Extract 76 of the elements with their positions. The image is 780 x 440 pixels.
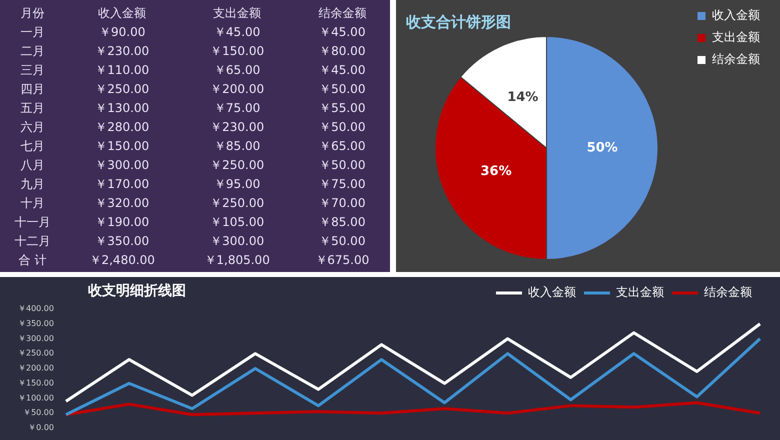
data-label: ￥70.00 [318, 195, 366, 212]
data-label: ￥75.00 [212, 100, 262, 117]
data-label: ￥230.00 [209, 119, 266, 136]
data-label: ￥75.00 [318, 176, 366, 193]
y-tick-label: ￥400.00 [18, 304, 54, 314]
category-label: 十一月 [13, 214, 52, 231]
data-label: ￥170.00 [94, 176, 150, 193]
data-label: ￥675.00 [314, 252, 370, 269]
data-label: ￥150.00 [209, 43, 266, 60]
category-label: 七月 [19, 138, 46, 155]
data-label: ￥300.00 [209, 233, 266, 250]
data-label: ￥230.00 [94, 43, 150, 60]
data-label: ￥250.00 [209, 157, 266, 174]
data-label: ￥150.00 [94, 138, 150, 155]
text: 结余金额 [317, 5, 368, 22]
chart-title: 收支明细折线图 [88, 282, 186, 300]
category-label: 八月 [19, 157, 46, 174]
data-label: ￥350.00 [94, 233, 150, 250]
y-tick-label: ￥250.00 [18, 348, 54, 358]
data-label: ￥95.00 [212, 176, 262, 193]
data-label: 36% [480, 164, 512, 180]
data-label: ￥250.00 [94, 81, 150, 98]
text: 支出金额 [212, 5, 262, 22]
category-label: 十二月 [13, 233, 52, 250]
data-label: ￥80.00 [318, 43, 366, 60]
data-label: ￥250.00 [209, 195, 266, 212]
data-label: ￥65.00 [318, 138, 366, 155]
category-label: 三月 [19, 62, 46, 79]
y-tick-label: ￥150.00 [18, 378, 54, 388]
data-label: ￥130.00 [94, 100, 150, 117]
data-label: ￥280.00 [94, 119, 150, 136]
category-label: 一月 [19, 24, 46, 41]
legend-label: 收入金额 [712, 8, 760, 22]
data-label: ￥45.00 [318, 24, 366, 41]
data-label: ￥1,805.00 [203, 252, 271, 269]
category-label: 四月 [19, 81, 46, 98]
y-tick-label: ￥350.00 [18, 318, 54, 328]
category-label: 合 计 [17, 252, 48, 269]
data-label: ￥50.00 [318, 233, 366, 250]
data-label: ￥320.00 [94, 195, 150, 212]
data-label: ￥55.00 [318, 100, 366, 117]
y-tick-label: ￥0.00 [28, 423, 54, 432]
y-tick-label: ￥50.00 [23, 408, 54, 418]
legend-label: 支出金额 [712, 30, 760, 44]
data-label: ￥50.00 [318, 81, 366, 98]
chart-title: 收支合计饼形图 [406, 12, 511, 31]
data-label: ￥200.00 [209, 81, 266, 98]
data-label: ￥65.00 [212, 62, 262, 79]
data-label: ￥45.00 [318, 62, 366, 79]
data-label: 50% [586, 140, 618, 156]
data-label: ￥50.00 [318, 119, 366, 136]
text: 月份 [19, 5, 46, 22]
legend-label: 结余金额 [712, 52, 760, 66]
data-label: ￥105.00 [209, 214, 266, 231]
data-label: ￥85.00 [318, 214, 366, 231]
data-label: ￥110.00 [94, 62, 150, 79]
data-label: ￥90.00 [98, 24, 146, 41]
data-label: ￥2,480.00 [88, 252, 156, 269]
data-label: ￥45.00 [212, 24, 262, 41]
data-label: ￥300.00 [94, 157, 150, 174]
category-label: 九月 [19, 176, 46, 193]
y-tick-label: ￥200.00 [18, 364, 54, 373]
data-label: ￥190.00 [94, 214, 150, 231]
category-label: 五月 [19, 100, 46, 117]
data-label: 14% [507, 90, 538, 105]
data-label: ￥50.00 [318, 157, 366, 174]
y-tick-label: ￥300.00 [18, 334, 54, 343]
legend-label: 支出金额 [616, 285, 664, 300]
category-label: 二月 [19, 43, 46, 60]
series-label: 收入金额 [97, 5, 148, 22]
data-label: ￥85.00 [212, 138, 262, 155]
category-label: 十月 [19, 195, 46, 212]
legend-label: 收入金额 [528, 285, 576, 300]
legend-label: 结余金额 [704, 285, 752, 300]
category-label: 六月 [19, 119, 46, 136]
y-tick-label: ￥100.00 [18, 393, 54, 402]
